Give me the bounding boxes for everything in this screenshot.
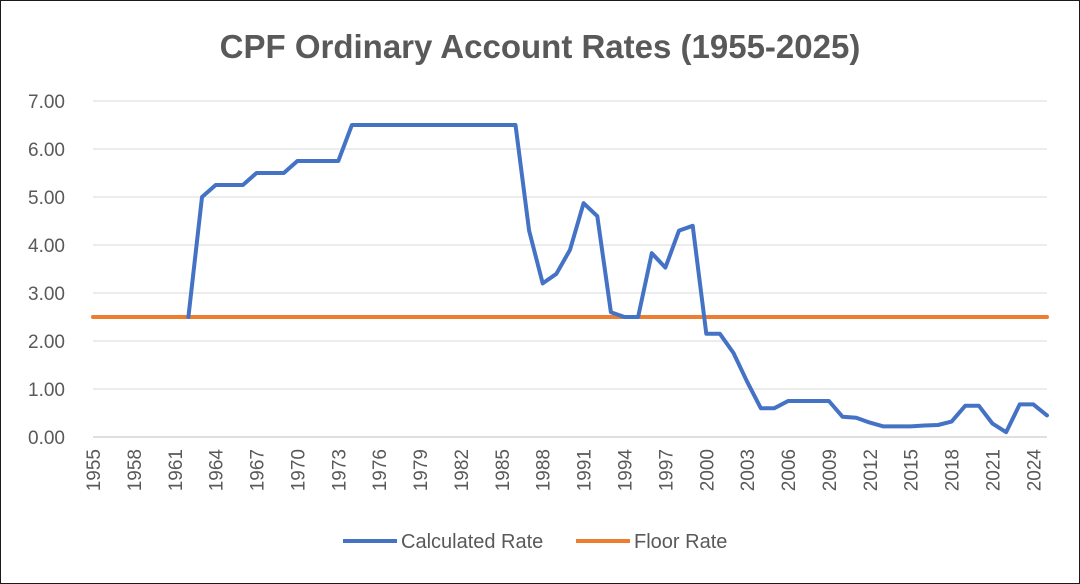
x-tick-label: 1982 <box>452 449 473 491</box>
x-tick-label: 1988 <box>534 449 555 491</box>
x-axis-ticks: 1955 1958 1961 1964 1967 1970 1973 1976 1979 1982… <box>84 449 1045 492</box>
y-tick-label: 4.00 <box>28 236 65 257</box>
x-tick-label: 2018 <box>943 449 964 491</box>
x-tick-label: 2012 <box>861 449 882 491</box>
x-tick-label: 2015 <box>902 449 923 491</box>
x-tick-label: 1997 <box>656 449 677 491</box>
x-tick-label: 2009 <box>820 449 841 491</box>
x-tick-label: 1991 <box>575 449 596 491</box>
x-tick-label: 1994 <box>616 449 637 492</box>
x-tick-label: 2006 <box>779 449 800 491</box>
y-tick-label: 7.00 <box>28 92 65 113</box>
x-tick-label: 1976 <box>370 449 391 491</box>
y-tick-label: 2.00 <box>28 332 65 353</box>
legend-label-calculated-rate: Calculated Rate <box>401 531 543 553</box>
x-tick-label: 1967 <box>248 449 269 491</box>
y-tick-label: 3.00 <box>28 284 65 305</box>
y-tick-label: 1.00 <box>28 380 65 401</box>
series-line-calculated-rate <box>186 123 1049 435</box>
series-lines <box>91 123 1049 435</box>
y-tick-label: 5.00 <box>28 188 65 209</box>
y-tick-label: 6.00 <box>28 140 65 161</box>
x-tick-label: 2021 <box>983 449 1004 491</box>
y-tick-label: 0.00 <box>28 428 65 449</box>
x-tick-label: 1979 <box>411 449 432 491</box>
y-axis-ticks: 0.00 1.00 2.00 3.00 4.00 5.00 6.00 7.00 <box>28 92 65 449</box>
grid-lines <box>93 100 1047 390</box>
x-tick-label: 2024 <box>1024 449 1045 492</box>
chart-title: CPF Ordinary Account Rates (1955-2025) <box>220 28 861 65</box>
x-tick-label: 1973 <box>329 449 350 491</box>
x-tick-label: 1970 <box>288 449 309 491</box>
x-tick-label: 1964 <box>207 449 228 492</box>
x-tick-label: 1958 <box>125 449 146 491</box>
x-tick-label: 2000 <box>697 449 718 491</box>
x-tick-label: 2003 <box>738 449 759 491</box>
legend-label-floor-rate: Floor Rate <box>634 531 727 553</box>
legend: Calculated Rate Floor Rate <box>343 531 727 553</box>
x-tick-label: 1955 <box>84 449 105 491</box>
x-tick-label: 1985 <box>493 449 514 491</box>
x-tick-label: 1961 <box>166 449 187 491</box>
